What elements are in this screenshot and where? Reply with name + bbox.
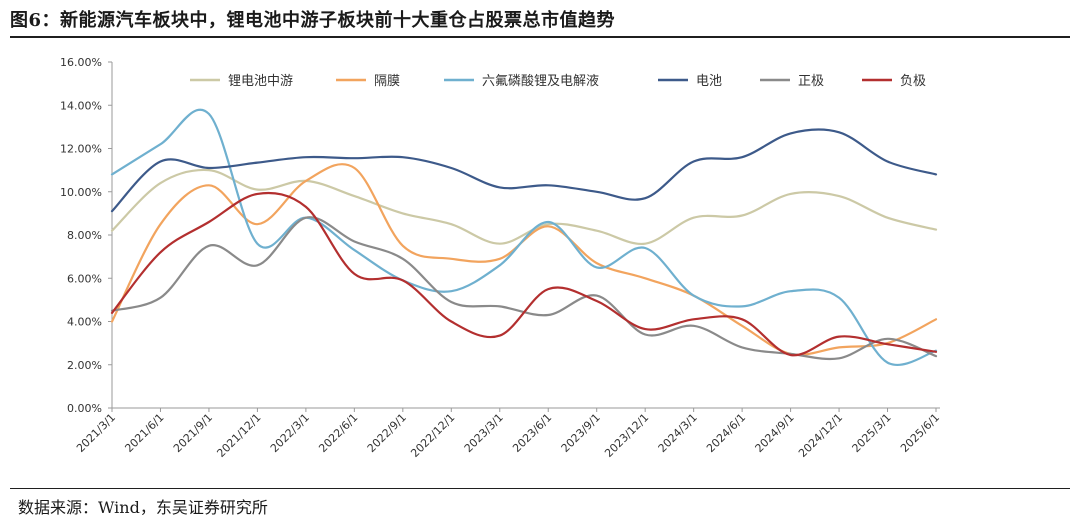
top-rule	[10, 36, 1070, 38]
x-tick-label: 2024/3/1	[656, 411, 700, 455]
series-line-3	[110, 128, 938, 213]
x-tick-label: 2024/6/1	[704, 411, 748, 455]
x-tick-label: 2021/12/1	[214, 411, 263, 460]
x-tick-label: 2023/12/1	[602, 411, 651, 460]
y-tick-label: 8.00%	[67, 229, 102, 242]
y-tick-label: 0.00%	[67, 402, 102, 415]
chart-series	[110, 108, 938, 366]
y-tick-label: 10.00%	[60, 186, 102, 199]
legend-label-2: 六氟磷酸锂及电解液	[482, 74, 599, 89]
x-tick-label: 2025/6/1	[898, 411, 942, 455]
y-tick-label: 2.00%	[67, 359, 102, 372]
chart-legend: 锂电池中游 隔膜 六氟磷酸锂及电解液 电池 正极 负极	[190, 74, 926, 89]
y-tick-label: 14.00%	[60, 99, 102, 112]
legend-label-0: 锂电池中游	[228, 74, 293, 89]
x-tick-label: 2021/9/1	[171, 411, 215, 455]
y-tick-label: 12.00%	[60, 143, 102, 156]
bottom-rule	[10, 488, 1070, 489]
x-tick-label: 2021/6/1	[122, 411, 166, 455]
y-tick-label: 16.00%	[60, 56, 102, 69]
legend-label-5: 负极	[900, 74, 926, 89]
series-line-5	[110, 191, 938, 357]
figure-title: 图6：新能源汽车板块中，锂电池中游子板块前十大重仓占股票总市值趋势	[10, 10, 616, 31]
x-tick-label: 2024/9/1	[753, 411, 797, 455]
x-tick-label: 2022/9/1	[365, 411, 409, 455]
series-line-0	[110, 168, 938, 245]
x-tick-label: 2022/6/1	[316, 411, 360, 455]
y-tick-label: 4.00%	[67, 316, 102, 329]
source-note: 数据来源：Wind，东吴证券研究所	[18, 498, 268, 517]
x-tick-label: 2022/12/1	[408, 411, 457, 460]
x-tick-label: 2025/3/1	[850, 411, 894, 455]
x-tick-label: 2023/6/1	[510, 411, 554, 455]
x-tick-label: 2023/9/1	[559, 411, 603, 455]
x-tick-label: 2022/3/1	[268, 411, 312, 455]
x-tick-label: 2024/12/1	[796, 411, 845, 460]
legend-label-1: 隔膜	[374, 74, 400, 89]
line-chart: 0.00% 2.00% 4.00% 6.00% 8.00% 10.00% 12.00% 14.…	[60, 56, 942, 460]
x-tick-label: 2021/3/1	[74, 411, 118, 455]
legend-label-4: 正极	[798, 74, 824, 89]
y-tick-label: 6.00%	[67, 272, 102, 285]
series-line-2	[110, 108, 938, 366]
legend-label-3: 电池	[696, 74, 722, 89]
x-tick-label: 2023/3/1	[462, 411, 506, 455]
